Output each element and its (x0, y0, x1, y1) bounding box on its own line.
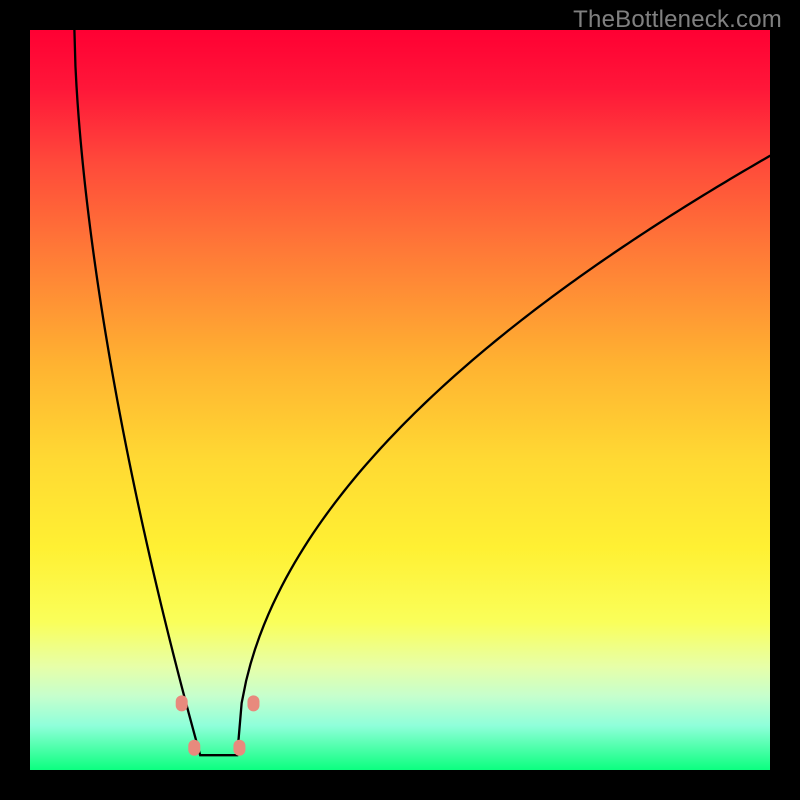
chart-frame: TheBottleneck.com (0, 0, 800, 800)
marker-bead (233, 740, 245, 756)
chart-svg (30, 30, 770, 770)
plot-area (30, 30, 770, 770)
marker-bead (247, 695, 259, 711)
gradient-background (30, 30, 770, 770)
marker-bead (188, 740, 200, 756)
marker-bead (176, 695, 188, 711)
